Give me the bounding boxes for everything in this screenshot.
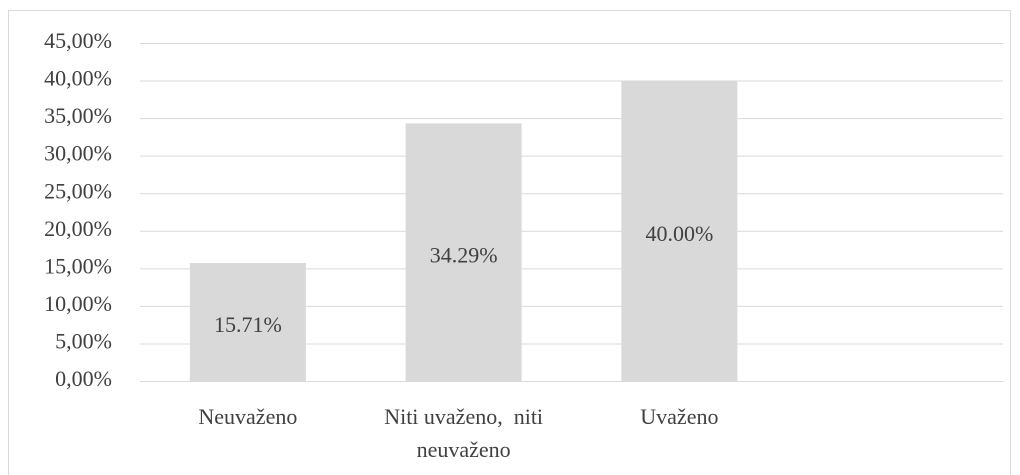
y-tick-label: 10,00% [44, 291, 112, 316]
y-tick-label: 0,00% [55, 366, 112, 391]
y-tick-label: 40,00% [44, 66, 112, 91]
x-tick-label: Neuvaženo [198, 404, 297, 429]
y-tick-label: 45,00% [44, 28, 112, 53]
x-tick-label: Niti uvaženo, niti neuvaženo [384, 404, 543, 462]
y-tick-label: 30,00% [44, 141, 112, 166]
data-label: 34.29% [430, 242, 498, 267]
bar [405, 123, 522, 381]
data-label: 40.00% [645, 221, 713, 246]
data-label: 15.71% [214, 312, 282, 337]
bar [189, 263, 306, 381]
y-tick-label: 5,00% [55, 328, 112, 353]
y-tick-label: 35,00% [44, 103, 112, 128]
y-tick-label: 15,00% [44, 253, 112, 278]
y-tick-label: 25,00% [44, 178, 112, 203]
bar [621, 80, 738, 382]
y-tick-label: 20,00% [44, 216, 112, 241]
x-tick-label: Uvaženo [640, 404, 718, 429]
